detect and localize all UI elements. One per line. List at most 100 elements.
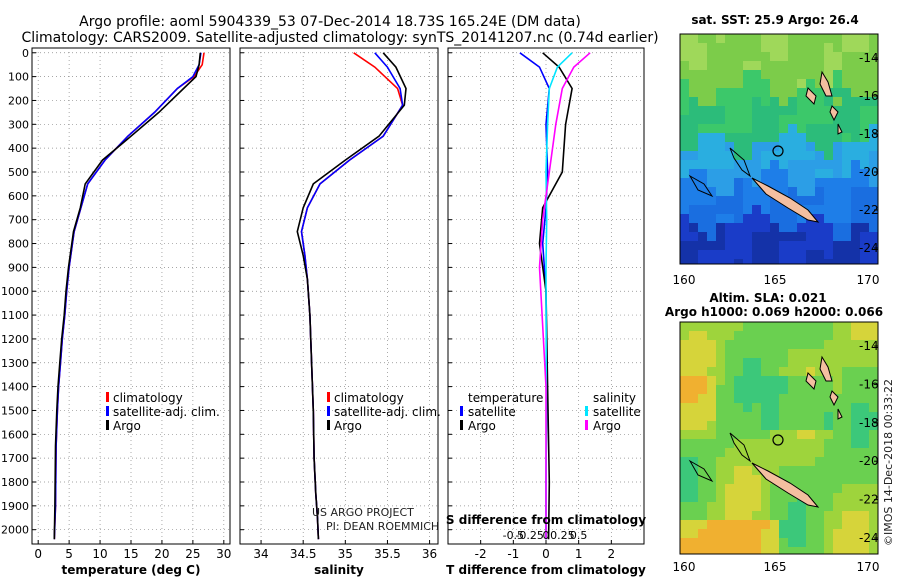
map-cell [842, 502, 851, 511]
map-cell [707, 385, 716, 394]
map-cell [743, 52, 752, 61]
map-cell [851, 331, 860, 340]
map-cell [851, 178, 860, 187]
map-cell [869, 169, 878, 178]
map-cell [689, 403, 698, 412]
map-cell [824, 241, 833, 250]
map-cell [770, 448, 779, 457]
map-cell [698, 529, 707, 538]
map-cell [824, 250, 833, 259]
map-cell [788, 520, 797, 529]
map-cell [851, 367, 860, 376]
map-cell [716, 106, 725, 115]
map-cell [869, 502, 878, 511]
x-tick-label: 15 [123, 547, 138, 561]
map-cell [680, 205, 689, 214]
map-cell [806, 34, 815, 43]
map-cell [860, 34, 869, 43]
depth-tick-label: 1600 [1, 428, 29, 441]
map-cell [860, 115, 869, 124]
map-cell [860, 133, 869, 142]
map-cell [716, 457, 725, 466]
lon-tick-label: 170 [857, 273, 880, 287]
map-cell [842, 394, 851, 403]
map-cell [707, 70, 716, 79]
map-cell [806, 52, 815, 61]
map-cell [869, 376, 878, 385]
sla-map-ticks: -14 -16 -18 -20 -22 -24 160 165 170 [673, 339, 880, 574]
sst-map-image [680, 34, 878, 264]
map-cell [716, 124, 725, 133]
map-cell [743, 520, 752, 529]
map-cell [860, 322, 869, 331]
map-cell [824, 538, 833, 547]
map-cell [680, 547, 689, 554]
map-cell [725, 52, 734, 61]
map-cell [851, 169, 860, 178]
map-cell [698, 196, 707, 205]
map-cell [869, 52, 878, 61]
map-cell [734, 196, 743, 205]
map-cell [770, 538, 779, 547]
map-cell [698, 232, 707, 241]
map-cell [698, 259, 707, 264]
map-cell [869, 493, 878, 502]
map-cell [797, 223, 806, 232]
map-cell [833, 484, 842, 493]
map-cell [743, 493, 752, 502]
map-cell [779, 358, 788, 367]
difference-legend: temperature satellite Argo salinity sate… [460, 391, 641, 433]
map-cell [869, 61, 878, 70]
map-cell [707, 214, 716, 223]
map-cell [869, 430, 878, 439]
map-cell [716, 196, 725, 205]
map-cell [698, 34, 707, 43]
map-cell [797, 196, 806, 205]
map-cell [851, 484, 860, 493]
map-cell [833, 88, 842, 97]
map-cell [689, 538, 698, 547]
map-cell [743, 394, 752, 403]
x-tick-label: 10 [92, 547, 107, 561]
lat-tick-label: -18 [859, 127, 879, 141]
map-cell [779, 142, 788, 151]
map-cell [851, 322, 860, 331]
map-cell [689, 79, 698, 88]
map-cell [842, 457, 851, 466]
x-tick-label: 30 [216, 547, 231, 561]
map-cell [725, 358, 734, 367]
map-cell [824, 187, 833, 196]
map-cell [788, 475, 797, 484]
map-cell [761, 79, 770, 88]
map-cell [824, 151, 833, 160]
map-cell [734, 511, 743, 520]
map-cell [707, 151, 716, 160]
map-cell [725, 187, 734, 196]
map-cell [851, 511, 860, 520]
map-cell [725, 520, 734, 529]
map-cell [761, 88, 770, 97]
map-cell [833, 52, 842, 61]
salinity-diff-ticks: -0.5-0.250 0.250.5 [503, 529, 588, 542]
map-cell [698, 106, 707, 115]
map-cell [770, 385, 779, 394]
map-cell [698, 376, 707, 385]
map-cell [779, 385, 788, 394]
map-cell [860, 538, 869, 547]
map-cell [752, 142, 761, 151]
map-cell [797, 538, 806, 547]
map-cell [725, 421, 734, 430]
map-cell [815, 340, 824, 349]
map-cell [698, 439, 707, 448]
legend-mark-satellite-clim-2 [327, 406, 330, 416]
sla-vanuatu-islands [805, 355, 843, 420]
map-cell [689, 88, 698, 97]
map-cell [680, 97, 689, 106]
map-cell [680, 160, 689, 169]
map-cell [707, 358, 716, 367]
sla-map-image [680, 322, 878, 554]
map-cell [752, 502, 761, 511]
map-cell [689, 331, 698, 340]
map-cell [770, 124, 779, 133]
map-cell [680, 151, 689, 160]
